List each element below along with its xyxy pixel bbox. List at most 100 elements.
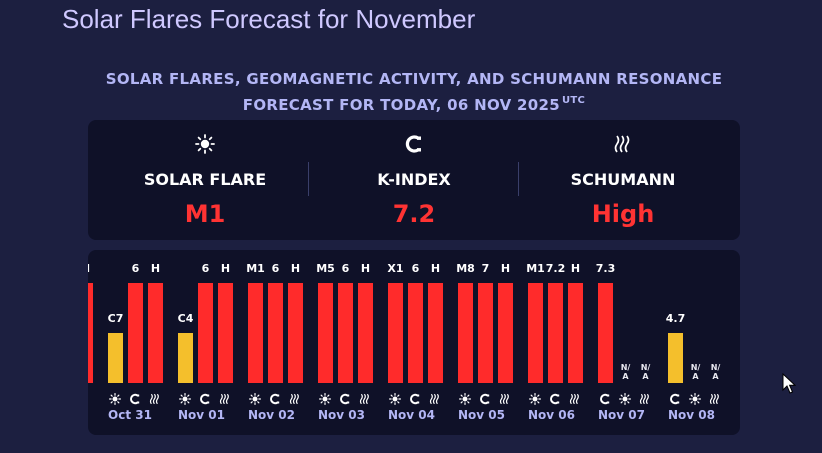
bar-value-label: H: [220, 262, 231, 275]
magnet-icon: [309, 134, 519, 154]
chart-bar-magnet: [598, 283, 613, 383]
bar-value-label: 7.3: [595, 262, 616, 275]
bar-value-label: M1: [246, 262, 265, 275]
bar-value-label: H: [88, 263, 101, 275]
chart-bar-sun: [248, 283, 263, 383]
forecast-heading-line2: FORECAST FOR TODAY, 06 NOV 2025: [242, 96, 561, 114]
sun-icon: [529, 390, 543, 405]
chart-bar-wave: [498, 283, 513, 383]
k-index-summary: K-INDEX 7.2: [309, 120, 519, 240]
chart-bar-wave: [148, 283, 163, 383]
date-label: Nov 01: [178, 408, 225, 422]
magnet-icon: [479, 390, 493, 405]
magnet-icon: [199, 390, 213, 405]
divider: [308, 162, 309, 196]
bar-value-label: 6: [411, 262, 420, 275]
bar-value-label: M1: [526, 262, 545, 275]
bar-value-label: C7: [107, 312, 124, 325]
date-label: Nov 04: [388, 408, 435, 422]
bar-value-label: 6: [271, 262, 280, 275]
schumann-label: SCHUMANN: [570, 170, 676, 189]
date-label: Nov 02: [248, 408, 295, 422]
date-label: Oct 31: [108, 408, 152, 422]
bar-value-label: 6: [341, 262, 350, 275]
bar-value-label: C4: [177, 312, 194, 325]
wave-icon: [569, 390, 583, 405]
date-label: Nov 03: [318, 408, 365, 422]
sun-icon: [179, 390, 193, 405]
magnet-icon: [129, 390, 143, 405]
solar-flare-label: SOLAR FLARE: [143, 170, 267, 189]
bar-value-label: H: [430, 262, 441, 275]
chart-bar-magnet: [128, 283, 143, 383]
chart-bar-magnet: [478, 283, 493, 383]
bar-value-label: H: [360, 262, 371, 275]
forecast-heading-line1: SOLAR FLARES, GEOMAGNETIC ACTIVITY, AND …: [105, 70, 723, 88]
magnet-icon: [549, 390, 563, 405]
chart-bar-sun: [458, 283, 473, 383]
wave-icon: [149, 390, 163, 405]
wave-icon: [359, 390, 373, 405]
bar-value-label: H: [290, 262, 301, 275]
mouse-cursor-icon: [782, 372, 797, 399]
chart-bar-wave: [428, 283, 443, 383]
date-label: Nov 08: [668, 408, 715, 422]
wave-icon: [499, 390, 513, 405]
bar-value-label: H: [500, 262, 511, 275]
chart-bar-wave: [88, 283, 93, 383]
magnet-icon: [339, 390, 353, 405]
sun-icon: [100, 134, 310, 154]
sun-icon: [619, 390, 633, 405]
magnet-icon: [599, 390, 613, 405]
date-label: Nov 05: [458, 408, 505, 422]
chart-bar-magnet: [548, 283, 563, 383]
wave-icon: [289, 390, 303, 405]
k-index-value: 7.2: [392, 200, 436, 228]
wave-icon: [429, 390, 443, 405]
bar-na-label: N/A: [690, 363, 701, 381]
today-summary-card: SOLAR FLARE M1 K-INDEX 7.2 SCHUMANN High: [88, 120, 740, 240]
sun-icon: [389, 390, 403, 405]
magnet-icon: [269, 390, 283, 405]
bar-value-label: 6: [131, 262, 140, 275]
chart-bar-wave: [358, 283, 373, 383]
sun-icon: [249, 390, 263, 405]
chart-bar-magnet: [268, 283, 283, 383]
sun-icon: [109, 390, 123, 405]
bar-value-label: M8: [456, 262, 475, 275]
bar-value-label: X1: [387, 262, 404, 275]
schumann-value: High: [591, 200, 655, 228]
chart-bar-magnet: [338, 283, 353, 383]
schumann-summary: SCHUMANN High: [518, 120, 728, 240]
magnet-icon: [409, 390, 423, 405]
chart-bar-sun: [318, 283, 333, 383]
wave-icon: [518, 134, 728, 154]
bar-value-label: M5: [316, 262, 335, 275]
chart-bar-sun: [108, 333, 123, 383]
bar-na-label: N/A: [640, 363, 651, 381]
sun-icon: [689, 390, 703, 405]
bar-na-label: N/A: [620, 363, 631, 381]
wave-icon: [709, 390, 723, 405]
wave-icon: [639, 390, 653, 405]
chart-bar-magnet: [668, 333, 683, 383]
solar-flare-summary: SOLAR FLARE M1: [100, 120, 310, 240]
chart-bar-sun: [178, 333, 193, 383]
page-title: Solar Flares Forecast for November: [62, 4, 476, 34]
sun-icon: [319, 390, 333, 405]
bar-value-label: H: [570, 262, 581, 275]
chart-bar-sun: [528, 283, 543, 383]
date-label: Nov 06: [528, 408, 575, 422]
k-index-label: K-INDEX: [377, 170, 451, 189]
date-label: Nov 07: [598, 408, 645, 422]
timezone-label: UTC: [562, 95, 586, 106]
chart-bar-wave: [568, 283, 583, 383]
chart-bar-wave: [288, 283, 303, 383]
solar-flare-value: M1: [184, 200, 226, 228]
magnet-icon: [669, 390, 683, 405]
forecast-heading: SOLAR FLARES, GEOMAGNETIC ACTIVITY, AND …: [88, 68, 740, 116]
bar-na-label: N/A: [710, 363, 721, 381]
divider: [518, 162, 519, 196]
bar-value-label: 6: [201, 262, 210, 275]
